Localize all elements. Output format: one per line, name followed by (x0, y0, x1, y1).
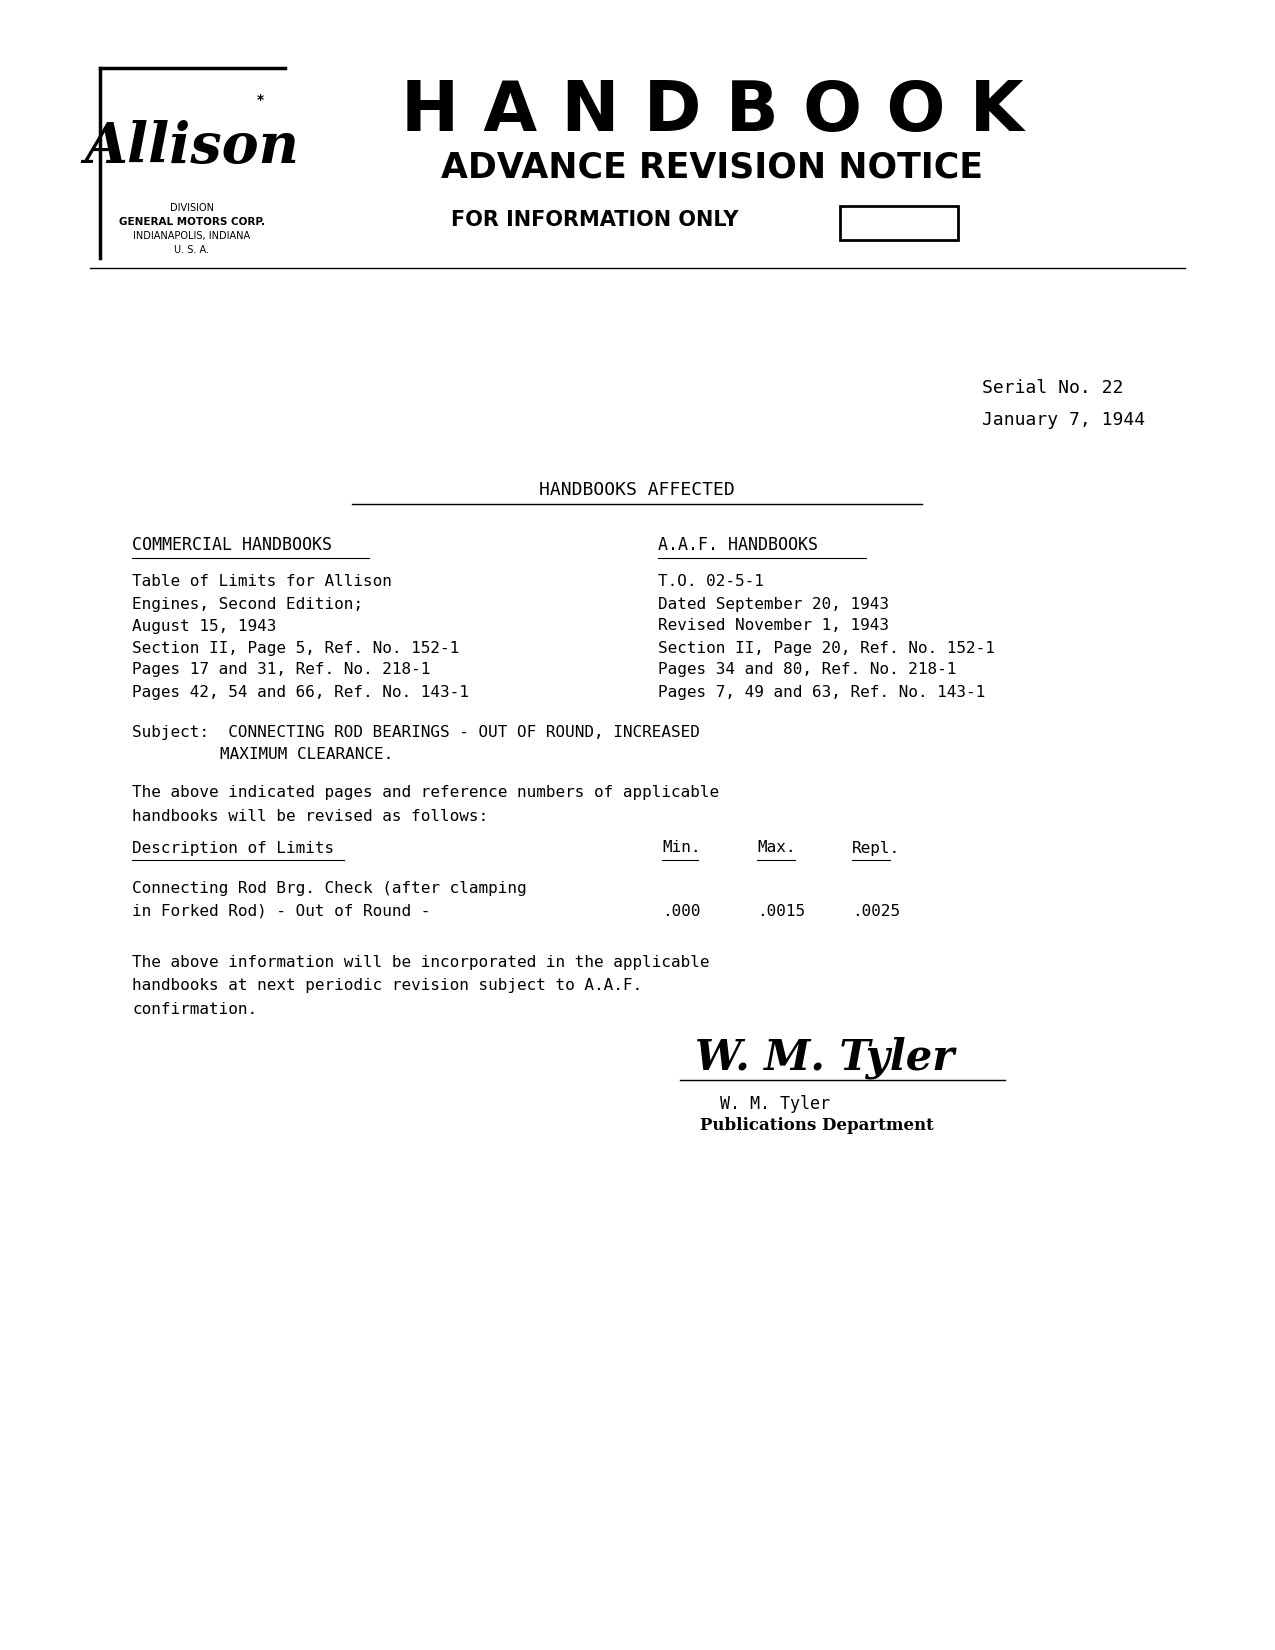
Text: COMMERCIAL HANDBOOKS: COMMERCIAL HANDBOOKS (133, 536, 332, 554)
Text: Pages 34 and 80, Ref. No. 218-1: Pages 34 and 80, Ref. No. 218-1 (658, 663, 956, 678)
Text: Serial No. 22: Serial No. 22 (982, 380, 1123, 398)
Text: HANDBOOKS AFFECTED: HANDBOOKS AFFECTED (539, 482, 734, 498)
Text: DIVISION: DIVISION (170, 203, 214, 213)
Text: GENERAL MOTORS CORP.: GENERAL MOTORS CORP. (119, 218, 265, 228)
Text: ADVANCE REVISION NOTICE: ADVANCE REVISION NOTICE (441, 152, 983, 185)
Text: Engines, Second Edition;: Engines, Second Edition; (133, 597, 363, 612)
Text: The above indicated pages and reference numbers of applicable: The above indicated pages and reference … (133, 785, 719, 800)
Text: .0025: .0025 (852, 904, 900, 919)
Text: Description of Limits: Description of Limits (133, 840, 334, 855)
Text: Pages 7, 49 and 63, Ref. No. 143-1: Pages 7, 49 and 63, Ref. No. 143-1 (658, 685, 986, 700)
Text: Section II, Page 5, Ref. No. 152-1: Section II, Page 5, Ref. No. 152-1 (133, 640, 459, 655)
Text: T.O. 02-5-1: T.O. 02-5-1 (658, 574, 764, 589)
Text: handbooks at next periodic revision subject to A.A.F.: handbooks at next periodic revision subj… (133, 978, 643, 993)
Text: A.A.F. HANDBOOKS: A.A.F. HANDBOOKS (658, 536, 819, 554)
Text: Allison: Allison (84, 120, 300, 175)
Text: FOR INFORMATION ONLY: FOR INFORMATION ONLY (451, 210, 738, 229)
Text: Max.: Max. (757, 840, 796, 855)
Text: Connecting Rod Brg. Check (after clamping: Connecting Rod Brg. Check (after clampin… (133, 881, 527, 896)
Text: Table of Limits for Allison: Table of Limits for Allison (133, 574, 391, 589)
Text: Pages 42, 54 and 66, Ref. No. 143-1: Pages 42, 54 and 66, Ref. No. 143-1 (133, 685, 469, 700)
Text: .0015: .0015 (757, 904, 805, 919)
Text: handbooks will be revised as follows:: handbooks will be revised as follows: (133, 808, 488, 823)
Text: .000: .000 (662, 904, 700, 919)
Text: August 15, 1943: August 15, 1943 (133, 619, 277, 634)
Text: H A N D B O O K: H A N D B O O K (400, 79, 1024, 145)
Text: INDIANAPOLIS, INDIANA: INDIANAPOLIS, INDIANA (134, 231, 251, 241)
Text: Pages 17 and 31, Ref. No. 218-1: Pages 17 and 31, Ref. No. 218-1 (133, 663, 431, 678)
Text: The above information will be incorporated in the applicable: The above information will be incorporat… (133, 955, 709, 970)
Text: W. M. Tyler: W. M. Tyler (720, 1096, 830, 1114)
Text: Dated September 20, 1943: Dated September 20, 1943 (658, 597, 889, 612)
Text: Subject:  CONNECTING ROD BEARINGS - OUT OF ROUND, INCREASED: Subject: CONNECTING ROD BEARINGS - OUT O… (133, 724, 700, 739)
Text: Min.: Min. (662, 840, 700, 855)
Text: U. S. A.: U. S. A. (175, 244, 209, 256)
Text: MAXIMUM CLEARANCE.: MAXIMUM CLEARANCE. (221, 747, 393, 762)
Text: Revised November 1, 1943: Revised November 1, 1943 (658, 619, 889, 634)
Text: Publications Department: Publications Department (700, 1117, 933, 1135)
FancyBboxPatch shape (840, 206, 958, 239)
Text: Repl.: Repl. (852, 840, 900, 855)
Text: January 7, 1944: January 7, 1944 (982, 411, 1145, 429)
Text: W. M. Tyler: W. M. Tyler (695, 1036, 954, 1079)
Text: Section II, Page 20, Ref. No. 152-1: Section II, Page 20, Ref. No. 152-1 (658, 640, 994, 655)
Text: in Forked Rod) - Out of Round -: in Forked Rod) - Out of Round - (133, 904, 431, 919)
Text: *: * (256, 92, 264, 107)
Text: confirmation.: confirmation. (133, 1002, 258, 1016)
